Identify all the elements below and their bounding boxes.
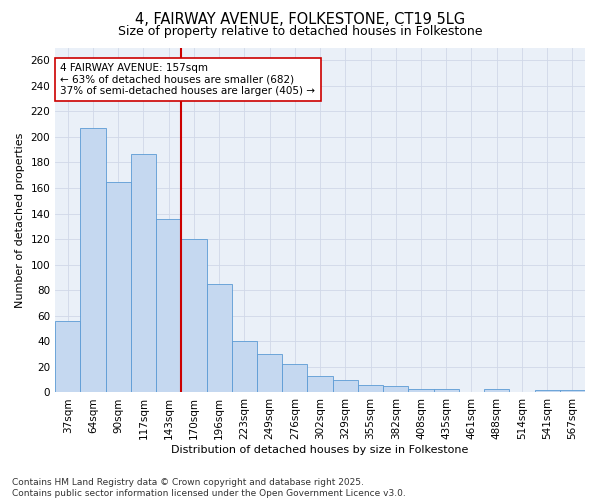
Bar: [434, 388, 459, 392]
Bar: [358, 385, 383, 392]
Bar: [307, 376, 332, 392]
Bar: [206, 284, 232, 393]
Bar: [535, 390, 560, 392]
Bar: [409, 388, 434, 392]
Bar: [332, 380, 358, 392]
Bar: [282, 364, 307, 392]
Bar: [181, 239, 206, 392]
Text: 4 FAIRWAY AVENUE: 157sqm
← 63% of detached houses are smaller (682)
37% of semi-: 4 FAIRWAY AVENUE: 157sqm ← 63% of detach…: [61, 63, 316, 96]
Bar: [55, 321, 80, 392]
Y-axis label: Number of detached properties: Number of detached properties: [15, 132, 25, 308]
Bar: [232, 342, 257, 392]
Bar: [156, 218, 181, 392]
Bar: [131, 154, 156, 392]
Bar: [106, 182, 131, 392]
Bar: [560, 390, 585, 392]
Bar: [484, 388, 509, 392]
Text: Contains HM Land Registry data © Crown copyright and database right 2025.
Contai: Contains HM Land Registry data © Crown c…: [12, 478, 406, 498]
Bar: [257, 354, 282, 393]
X-axis label: Distribution of detached houses by size in Folkestone: Distribution of detached houses by size …: [172, 445, 469, 455]
Bar: [80, 128, 106, 392]
Text: 4, FAIRWAY AVENUE, FOLKESTONE, CT19 5LG: 4, FAIRWAY AVENUE, FOLKESTONE, CT19 5LG: [135, 12, 465, 28]
Bar: [383, 386, 409, 392]
Text: Size of property relative to detached houses in Folkestone: Size of property relative to detached ho…: [118, 25, 482, 38]
